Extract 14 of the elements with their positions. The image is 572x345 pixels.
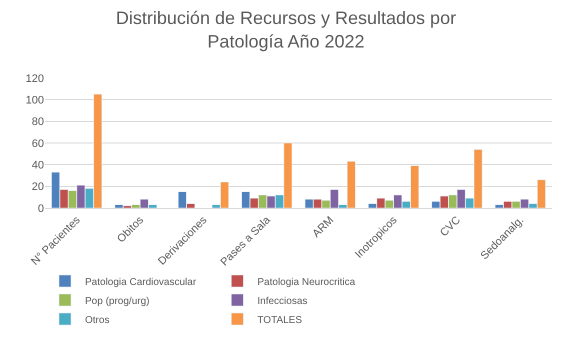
- y-tick-label: 60: [32, 138, 44, 150]
- y-tick-label: 40: [32, 160, 44, 172]
- legend-label: Patologia Cardiovascular: [85, 276, 197, 288]
- y-tick-label: 20: [32, 181, 44, 194]
- legend-label: Otros: [85, 314, 110, 326]
- y-tick-label: 100: [26, 94, 44, 107]
- y-tick-label: 120: [26, 72, 44, 85]
- legend-label: Pop (prog/urg): [85, 296, 150, 307]
- y-tick-label: 0: [38, 202, 44, 215]
- legend-label: Patologia Neurocritica: [257, 276, 356, 288]
- legend-label: TOTALES: [257, 314, 302, 326]
- chart-title: Distribución de Recursos y Resultados por Patología Año 2022: [116, 8, 456, 52]
- legend-label: Infecciosas: [257, 296, 308, 307]
- y-tick-label: 80: [32, 116, 44, 128]
